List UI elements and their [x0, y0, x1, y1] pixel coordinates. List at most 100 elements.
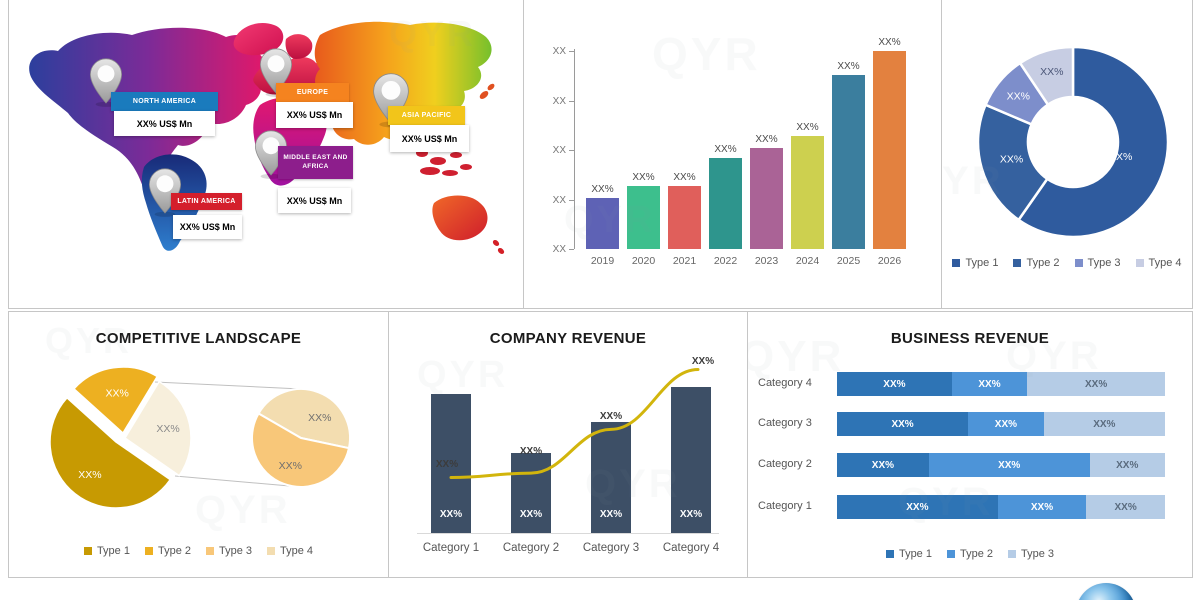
- business-revenue-legend: Type 1 Type 2 Type 3: [748, 548, 1192, 560]
- legend-item: Type 1: [885, 548, 932, 560]
- pin-hole: [97, 65, 115, 83]
- bar-value-label: XX%: [632, 172, 655, 183]
- x-axis-label: 2024: [795, 255, 820, 267]
- map-region-value-asia-pacific: XX% US$ Mn: [390, 125, 469, 152]
- map-region-value-latin-america: XX% US$ Mn: [173, 215, 242, 239]
- legend-item: Type 2: [144, 545, 191, 557]
- secondary-pie-slice-label: XX%: [279, 460, 302, 472]
- x-axis-label: 2026: [877, 255, 902, 267]
- globe-logo: [1076, 583, 1136, 600]
- bar-value-label: XX%: [673, 172, 696, 183]
- bar-2025: [832, 75, 865, 249]
- segment-type-1: XX%: [837, 412, 969, 436]
- bar-column-2020: XX%: [623, 172, 664, 249]
- y-tick-label: XX: [552, 194, 566, 206]
- pin-shadow: [260, 173, 282, 179]
- business-stacked-bar-category-1: XX% XX% XX%: [837, 495, 1165, 519]
- market-size-by-year-panel: XX XX XX XX XX XX% XX% XX% XX% XX% XX% XX% XX% 2019…: [523, 0, 942, 309]
- legend-label: Type 2: [157, 545, 191, 557]
- pin-hole: [156, 175, 174, 193]
- revenue-bar-4: [671, 387, 711, 533]
- islands-southeast-asia: [416, 131, 472, 176]
- trend-line-label: XX%: [435, 458, 459, 470]
- y-tick-label: XX: [552, 95, 566, 107]
- trend-line-label: XX%: [519, 446, 543, 458]
- y-tick-label: XX: [552, 244, 566, 255]
- bar-value-label: XX%: [796, 122, 819, 133]
- bar-2023: [750, 148, 783, 249]
- secondary-pie-slice-label: XX%: [308, 412, 331, 424]
- y-axis: [574, 49, 575, 249]
- revenue-bar-label: XX%: [439, 509, 463, 520]
- donut-slice-type-2: [976, 103, 1049, 222]
- revenue-bar-label: XX%: [519, 509, 543, 520]
- legend-label: Type 3: [1087, 257, 1121, 269]
- y-tick-label: XX: [552, 46, 566, 57]
- bar-value-label: XX%: [837, 61, 860, 72]
- bar-2022: [709, 158, 742, 249]
- bar-column-2025: XX%: [828, 61, 869, 249]
- trend-line-label: XX%: [691, 356, 715, 368]
- donut-slice-label: XX%: [1007, 91, 1030, 103]
- secondary-pie-slice-2: [251, 412, 351, 488]
- trend-line: [449, 367, 700, 480]
- donut-slice-label: XX%: [1000, 154, 1023, 166]
- revenue-bar-3: [591, 422, 631, 533]
- main-pie-slice-3: XX%: [49, 396, 172, 509]
- donut-slice-label: XX%: [1040, 66, 1063, 78]
- company-revenue-panel: COMPANY REVENUE XX% Category 1 XX% Category…: [388, 311, 748, 578]
- bar-value-label: XX%: [878, 37, 901, 48]
- y-tick: [569, 150, 574, 151]
- segment-type-2: XX%: [951, 372, 1028, 396]
- legend-swatch: [1013, 259, 1022, 267]
- map-region-label-north-america: NORTH AMERICA: [111, 92, 218, 111]
- x-axis-label: 2019: [590, 255, 615, 267]
- map-region-value-north-america: XX% US$ Mn: [114, 111, 215, 136]
- revenue-category-label: Category 2: [502, 542, 560, 554]
- segment-type-3: XX%: [1043, 412, 1165, 436]
- revenue-bar-2: [511, 453, 551, 533]
- trend-line-label: XX%: [599, 411, 623, 423]
- legend-swatch: [1135, 259, 1144, 267]
- revenue-category-label: Category 1: [422, 542, 480, 554]
- x-axis-label: 2020: [631, 255, 656, 267]
- bar-column-2019: XX%: [582, 184, 623, 249]
- revenue-category-label: Category 4: [662, 542, 720, 554]
- map-region-value-middle-east-africa: XX% US$ Mn: [278, 188, 351, 213]
- revenue-bar-1: [431, 394, 471, 533]
- segment-type-3: XX%: [1027, 372, 1165, 396]
- bar-column-2022: XX%: [705, 144, 746, 249]
- x-axis-label: 2023: [754, 255, 779, 267]
- secondary-pie-slice-1: [257, 388, 351, 450]
- continent-greenland: [233, 22, 284, 56]
- revenue-trend-line: [449, 367, 700, 480]
- business-category-label: Category 2: [758, 458, 812, 470]
- connector-line-top: [154, 381, 302, 390]
- y-tick: [569, 100, 574, 102]
- bar-2019: [586, 198, 619, 249]
- bar-value-label: XX%: [591, 184, 614, 195]
- legend-item: Type 1: [952, 257, 998, 269]
- year-axis-labels: 2019 2020 2021 2022 2023 2024 2025 2026: [582, 255, 910, 267]
- bar-column-2024: XX%: [787, 122, 828, 249]
- pin-hole: [262, 137, 280, 155]
- islands-japan: [479, 83, 495, 99]
- main-pie-slice-label: XX%: [105, 387, 128, 399]
- business-category-label: Category 3: [758, 417, 812, 429]
- legend-item: Type 3: [1074, 257, 1121, 269]
- main-pie-slice-1: XX%: [72, 366, 159, 435]
- pin-hole: [381, 80, 401, 100]
- business-category-label: Category 1: [758, 500, 812, 512]
- slice-shape: [72, 366, 159, 435]
- legend-swatch: [946, 550, 955, 558]
- legend-swatch: [267, 547, 276, 555]
- x-axis-label: 2021: [672, 255, 697, 267]
- main-pie-slice-label: XX%: [156, 423, 179, 435]
- y-tick: [569, 199, 574, 201]
- business-stacked-bar-category-4: XX% XX% XX%: [837, 372, 1165, 396]
- company-revenue-title: COMPANY REVENUE: [489, 330, 647, 347]
- donut-slice-type-4: [1018, 45, 1075, 107]
- connector-line-bottom: [174, 475, 302, 488]
- donut-slice-label: XX%: [1109, 151, 1132, 163]
